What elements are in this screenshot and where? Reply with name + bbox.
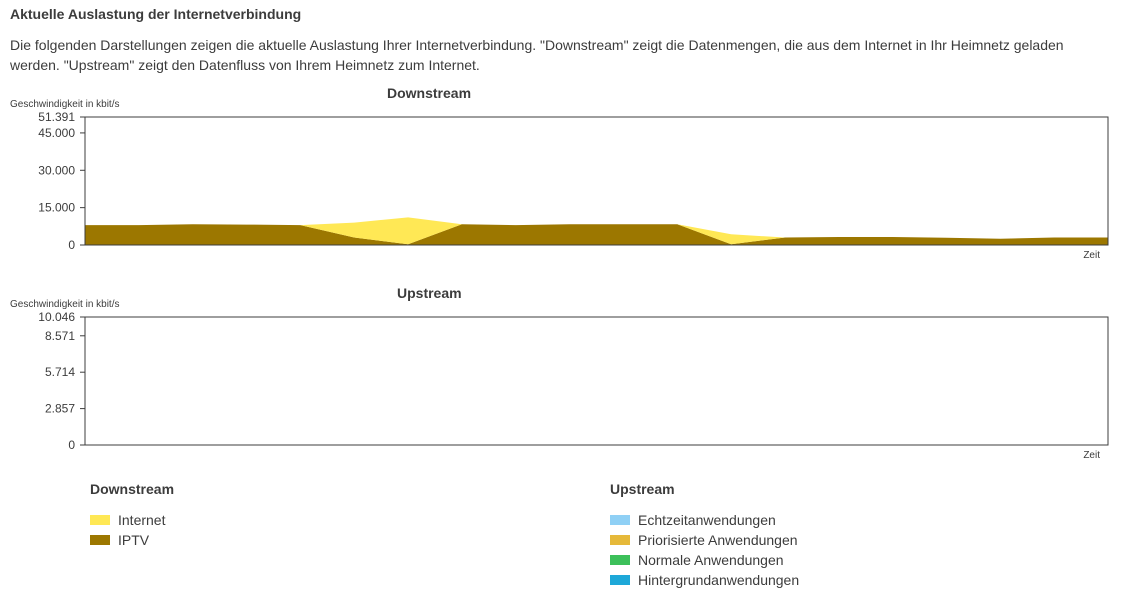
upstream-chart: Geschwindigkeit in kbit/s 0 2.857 5.714 8.57… (10, 299, 1109, 461)
y-tick-label: 45.000 (38, 126, 75, 140)
legend-label: Normale Anwendungen (638, 552, 784, 568)
legend-swatch (610, 555, 630, 565)
y-tick-label: 8.571 (45, 329, 75, 343)
legend-label: Internet (118, 512, 166, 528)
intro-text: Die folgenden Darstellungen zeigen die a… (10, 37, 1064, 73)
legend-swatch (610, 515, 630, 525)
legend-label: Priorisierte Anwendungen (638, 532, 798, 548)
upstream-legend-title: Upstream (610, 481, 675, 497)
legend-label: Echtzeitanwendungen (638, 512, 776, 528)
legend-swatch (90, 535, 110, 545)
plot-frame (84, 316, 1109, 446)
downstream-chart-title: Downstream (387, 85, 472, 101)
downstream-chart: Geschwindigkeit in kbit/s 0 15.000 30.000 45… (10, 99, 1109, 261)
downstream-legend-title: Downstream (90, 481, 175, 497)
legend-label: IPTV (118, 532, 150, 548)
plot-frame (84, 116, 1109, 246)
x-axis-label: Zeit (1083, 450, 1100, 461)
y-axis-label: Geschwindigkeit in kbit/s (10, 299, 120, 310)
legend-swatch (610, 535, 630, 545)
y-tick-label: 0 (68, 238, 75, 252)
page-heading: Aktuelle Auslastung der Internetverbindu… (10, 6, 302, 22)
y-tick-label: 15.000 (38, 201, 75, 215)
y-tick-label: 51.391 (38, 110, 75, 124)
y-tick-label: 10.046 (38, 310, 75, 324)
series-area-internet (85, 217, 1108, 245)
y-tick-label: 5.714 (45, 365, 75, 379)
legend-swatch (610, 575, 630, 585)
y-tick-label: 2.857 (45, 402, 75, 416)
y-tick-label: 0 (68, 438, 75, 452)
legend-label: Hintergrundanwendungen (638, 572, 800, 588)
legend-swatch (90, 515, 110, 525)
x-axis-label: Zeit (1083, 250, 1100, 261)
y-axis-label: Geschwindigkeit in kbit/s (10, 99, 120, 110)
upstream-chart-title: Upstream (397, 285, 462, 301)
y-tick-label: 30.000 (38, 163, 75, 177)
series-area-iptv (85, 224, 1108, 245)
